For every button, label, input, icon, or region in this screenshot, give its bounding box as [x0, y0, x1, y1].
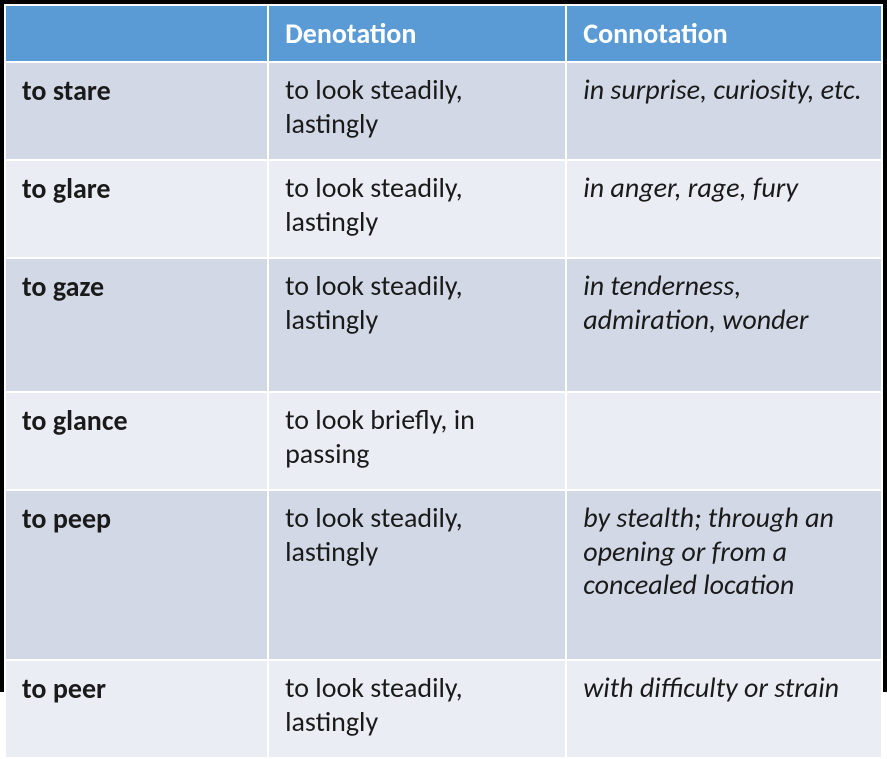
denotation-cell: to look steadily, lastingly: [268, 490, 566, 660]
table-container: Denotation Connotation to stare to look …: [0, 0, 887, 692]
denotation-cell: to look steadily, lastingly: [268, 660, 566, 758]
term-cell: to glance: [5, 392, 268, 490]
term-cell: to glare: [5, 160, 268, 258]
table-row: to gaze to look steadily, lastingly in t…: [5, 258, 882, 392]
connotation-cell: [566, 392, 882, 490]
table-row: to glance to look briefly, in passing: [5, 392, 882, 490]
table-row: to peep to look steadily, lastingly by s…: [5, 490, 882, 660]
denotation-cell: to look steadily, lastingly: [268, 62, 566, 160]
denotation-connotation-table: Denotation Connotation to stare to look …: [4, 4, 883, 759]
connotation-cell: in tenderness, admiration, wonder: [566, 258, 882, 392]
term-cell: to peep: [5, 490, 268, 660]
connotation-cell: in anger, rage, fury: [566, 160, 882, 258]
connotation-cell: with difficulty or strain: [566, 660, 882, 758]
table-row: to peer to look steadily, lastingly with…: [5, 660, 882, 758]
table-row: to stare to look steadily, lastingly in …: [5, 62, 882, 160]
term-cell: to stare: [5, 62, 268, 160]
term-cell: to gaze: [5, 258, 268, 392]
table-header-row: Denotation Connotation: [5, 5, 882, 62]
col-header-denotation: Denotation: [268, 5, 566, 62]
denotation-cell: to look steadily, lastingly: [268, 258, 566, 392]
col-header-blank: [5, 5, 268, 62]
table-row: to glare to look steadily, lastingly in …: [5, 160, 882, 258]
col-header-connotation: Connotation: [566, 5, 882, 62]
denotation-cell: to look briefly, in passing: [268, 392, 566, 490]
term-cell: to peer: [5, 660, 268, 758]
denotation-cell: to look steadily, lastingly: [268, 160, 566, 258]
connotation-cell: in surprise, curiosity, etc.: [566, 62, 882, 160]
connotation-cell: by stealth; through an opening or from a…: [566, 490, 882, 660]
